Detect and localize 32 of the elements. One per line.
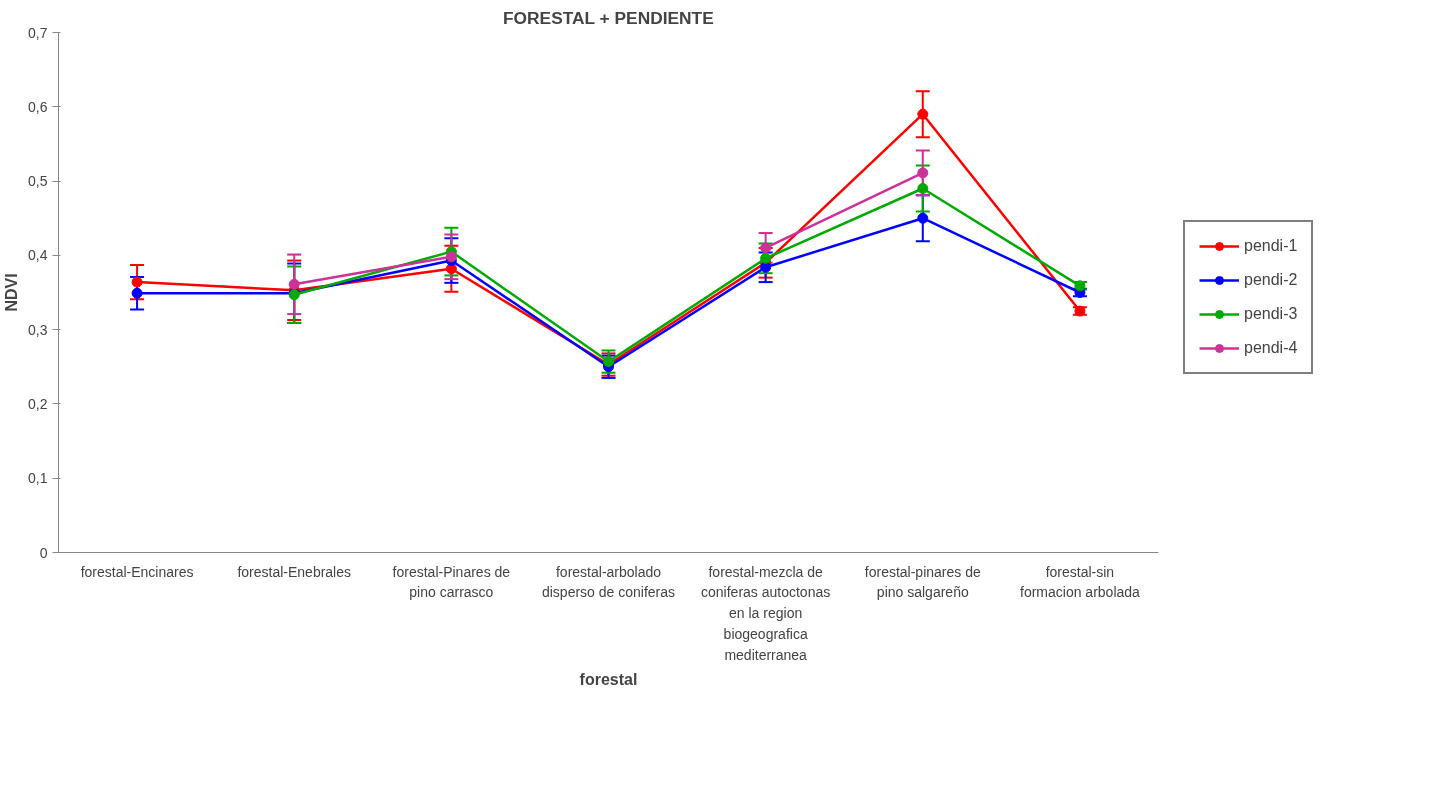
x-tick-label: forestal-Pinares de pino carrasco: [392, 563, 511, 601]
x-tick-label: forestal-Enebrales: [237, 563, 352, 580]
point: [917, 167, 929, 179]
x-axis-title: forestal: [579, 670, 638, 688]
point: [917, 212, 929, 224]
x-tick-label: forestal-pinares de pino salgareño: [864, 563, 981, 601]
x-tick-label: forestal-sin formacion arbolada: [1020, 563, 1141, 601]
y-tick-label: 0,1: [28, 470, 48, 487]
y-tick-label: 0,2: [28, 395, 48, 412]
point: [917, 108, 929, 120]
point: [131, 287, 143, 299]
point: [760, 242, 772, 254]
y-tick-label: 0: [39, 544, 48, 561]
legend-label: pendi-1: [1244, 237, 1298, 255]
point: [288, 278, 300, 290]
y-tick-label: 0,4: [28, 247, 48, 264]
x-tick-label: forestal-mezcla de coniferas autoctonas en la region biogeografica mediterranea: [701, 563, 831, 663]
point: [131, 276, 143, 288]
x-tick-label: forestal-arbolado disperso de coniferas: [541, 563, 676, 601]
point: [917, 183, 929, 194]
x-tick-label: forestal-Encinares: [80, 563, 194, 580]
point: [445, 251, 457, 263]
y-axis-title: NDVI: [3, 273, 21, 312]
legend-label: pendi-3: [1244, 305, 1298, 323]
y-tick-label: 0,5: [28, 173, 48, 190]
y-tick-label: 0,6: [28, 98, 48, 115]
legend-label: pendi-2: [1244, 271, 1298, 289]
y-tick-label: 0,7: [28, 24, 48, 41]
point: [760, 252, 772, 264]
y-tick-label: 0,3: [28, 321, 48, 338]
chart-title: FORESTAL + PENDIENTE: [503, 7, 714, 28]
legend-label: pendi-4: [1244, 339, 1298, 357]
